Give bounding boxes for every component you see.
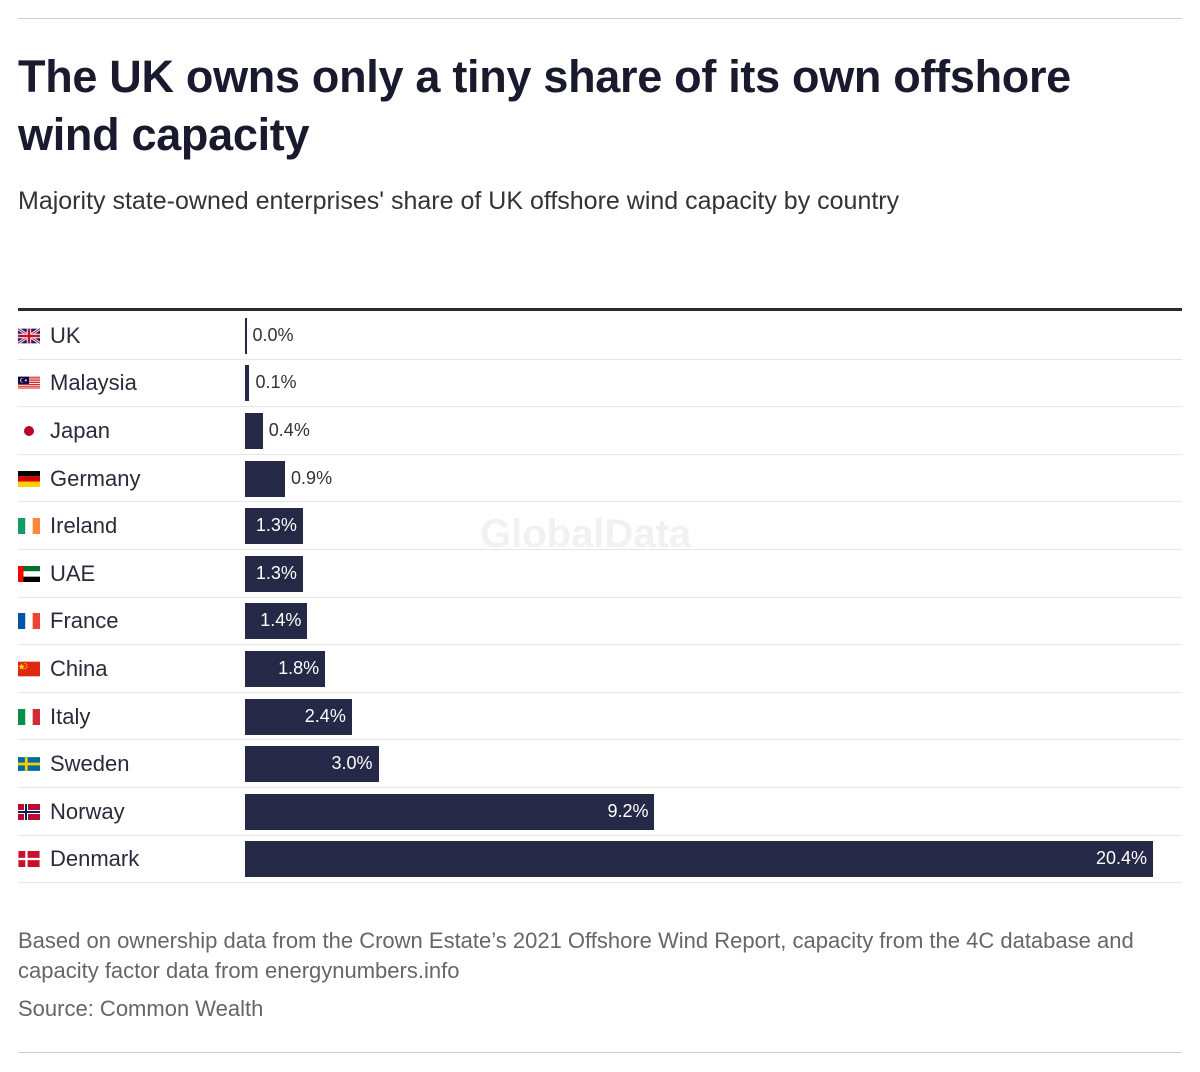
bottom-divider xyxy=(18,1052,1182,1053)
chart-title: The UK owns only a tiny share of its own… xyxy=(18,51,1071,160)
flag-italy-icon xyxy=(18,708,40,725)
flag-norway-icon xyxy=(18,803,40,820)
chart-row: Japan 0.4% xyxy=(18,407,1182,455)
category-label: Ireland xyxy=(50,513,118,539)
data-label: 1.4% xyxy=(260,610,302,631)
category-label: France xyxy=(50,608,119,634)
data-label: 2.4% xyxy=(304,705,346,726)
bar xyxy=(245,650,326,687)
category-label: China xyxy=(50,655,108,681)
category-label: Sweden xyxy=(50,751,130,777)
chart-row: Sweden 3.0% xyxy=(18,740,1182,788)
flag-malaysia-icon xyxy=(18,375,40,391)
chart-row: UAE 1.3% xyxy=(18,550,1182,598)
data-label: 9.2% xyxy=(607,800,649,821)
bar xyxy=(245,555,303,592)
data-label: 0.0% xyxy=(252,324,294,345)
bar xyxy=(245,412,263,449)
flag-ireland-icon xyxy=(18,518,40,535)
top-divider xyxy=(18,18,1182,19)
bar xyxy=(245,841,1153,878)
data-label: 1.3% xyxy=(255,562,297,583)
flag-denmark-icon xyxy=(18,851,40,868)
bar xyxy=(245,793,655,830)
chart-row: Norway 9.2% xyxy=(18,788,1182,836)
flag-uae-icon xyxy=(18,565,40,582)
flag-japan-icon xyxy=(18,422,40,439)
chart-row: France 1.4% xyxy=(18,598,1182,646)
data-label: 0.4% xyxy=(268,419,310,440)
bar xyxy=(245,698,352,735)
bar xyxy=(245,508,303,545)
chart-row: UK 0.0% xyxy=(18,312,1182,360)
bar xyxy=(245,365,250,402)
chart-row: Germany 0.9% xyxy=(18,455,1182,503)
data-label: 0.9% xyxy=(291,467,333,488)
category-label: Norway xyxy=(50,798,125,824)
category-label: Italy xyxy=(50,703,91,729)
data-label: 1.8% xyxy=(278,657,320,678)
data-label: 3.0% xyxy=(331,753,373,774)
bar xyxy=(245,460,286,497)
chart-row: China 1.8% xyxy=(18,645,1182,693)
chart-subtitle: Majority state-owned enterprises' share … xyxy=(18,187,900,215)
watermark-logo: GlobalData xyxy=(480,512,692,556)
category-label: Germany xyxy=(50,465,141,491)
category-label: UAE xyxy=(50,560,96,586)
chart-row: Denmark 20.4% xyxy=(18,836,1182,884)
chart-row: Malaysia 0.1% xyxy=(18,360,1182,408)
chart-row: Italy 2.4% xyxy=(18,693,1182,741)
category-label: Japan xyxy=(50,417,110,443)
category-label: UK xyxy=(50,322,81,348)
data-label: 1.3% xyxy=(255,515,297,536)
methodology-note: Based on ownership data from the Crown E… xyxy=(18,928,1134,983)
bar xyxy=(245,746,379,783)
data-label: 20.4% xyxy=(1095,848,1147,869)
chart-row: Ireland 1.3% xyxy=(18,502,1182,550)
category-label: Malaysia xyxy=(50,370,137,396)
bar xyxy=(245,317,247,354)
bar xyxy=(245,603,308,640)
category-label: Denmark xyxy=(50,846,140,872)
flag-china-icon xyxy=(18,661,40,677)
flag-germany-icon xyxy=(18,470,40,487)
flag-uk-icon xyxy=(18,327,40,344)
data-label: 0.1% xyxy=(255,372,297,393)
flag-france-icon xyxy=(18,613,40,630)
flag-sweden-icon xyxy=(18,756,40,772)
source-credit: Source: Common Wealth xyxy=(18,996,264,1021)
bar-chart: UK 0.0% Malaysia 0.1% Japan 0.4% Germany 0.9% Ir… xyxy=(18,308,1182,884)
chart-top-rule xyxy=(18,308,1182,311)
